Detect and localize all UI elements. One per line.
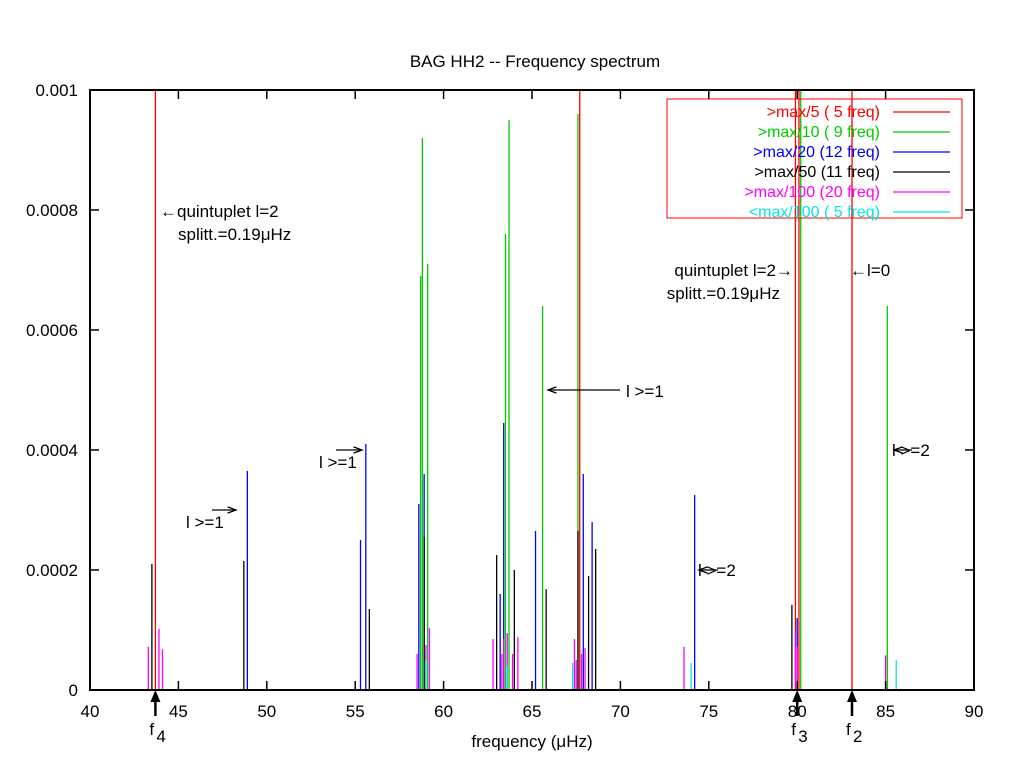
bars-layer — [147, 90, 897, 690]
ticks-layer: 404550556065707580859000.00020.00040.000… — [26, 81, 983, 721]
marker-label-subscript: 3 — [798, 727, 807, 746]
x-tick-label: 55 — [346, 702, 365, 721]
annotation-arrowhead — [227, 506, 238, 514]
x-tick-label: 50 — [257, 702, 276, 721]
marker-label: f — [149, 720, 154, 739]
annotation-quint-right: quintuplet l=2→ — [674, 261, 793, 280]
annotation-arrowhead — [546, 386, 557, 394]
y-tick-label: 0 — [69, 681, 78, 700]
x-tick-label: 45 — [169, 702, 188, 721]
marker-arrowhead — [150, 690, 161, 702]
legend-entry-label: >max/100 (20 freq) — [744, 184, 880, 201]
y-tick-label: 0.0006 — [26, 321, 78, 340]
legend-entry-label: <max/100 ( 5 freq) — [749, 204, 880, 221]
y-tick-label: 0.001 — [35, 81, 78, 100]
marker-label-subscript: 2 — [853, 727, 862, 746]
x-tick-label: 70 — [611, 702, 630, 721]
legend-entry-label: >max/10 ( 9 freq) — [758, 124, 880, 141]
annotation-l1-b: l >=1 — [319, 453, 357, 472]
chart-title: BAG HH2 -- Frequency spectrum — [410, 52, 660, 71]
annotation-arrowhead — [892, 446, 903, 454]
legend-box — [666, 98, 963, 219]
annotation-l0: ←l=0 — [850, 261, 890, 280]
marker-arrowhead — [847, 690, 858, 702]
y-tick-label: 0.0004 — [26, 441, 78, 460]
x-tick-label: 65 — [523, 702, 542, 721]
annotation-l1-a: l >=1 — [186, 513, 224, 532]
y-tick-label: 0.0008 — [26, 201, 78, 220]
x-tick-label: 90 — [965, 702, 984, 721]
x-tick-label: 40 — [81, 702, 100, 721]
x-tick-label: 85 — [876, 702, 895, 721]
annotations-layer: ←quintuplet l=2 splitt.=0.19μHz l >=1 l >=1… — [160, 202, 930, 580]
x-tick-label: 75 — [699, 702, 718, 721]
marker-label: f — [791, 720, 796, 739]
annotation-l1-c: l >=1 — [626, 382, 664, 401]
x-axis-label: frequency (μHz) — [471, 732, 592, 751]
legend-entry-label: >max/50 (11 freq) — [754, 164, 880, 181]
marker-arrowhead — [792, 690, 803, 702]
marker-label-subscript: 4 — [156, 727, 165, 746]
legend: >max/5 ( 5 freq) >max/10 ( 9 freq) >max/20… — [666, 98, 963, 221]
annotation-quint-right: splitt.=0.19μHz — [667, 284, 780, 303]
y-tick-label: 0.0002 — [26, 561, 78, 580]
legend-entry-label: >max/5 ( 5 freq) — [767, 104, 880, 121]
annotation-quint-left: ←quintuplet l=2 — [160, 202, 279, 221]
annotation-arrowhead — [353, 446, 364, 454]
legend-entry-label: >max/20 (12 freq) — [753, 144, 880, 161]
x-tick-label: 60 — [434, 702, 453, 721]
annotation-arrowhead — [697, 566, 708, 574]
marker-label: f — [846, 720, 851, 739]
annotation-quint-left: splitt.=0.19μHz — [178, 225, 291, 244]
